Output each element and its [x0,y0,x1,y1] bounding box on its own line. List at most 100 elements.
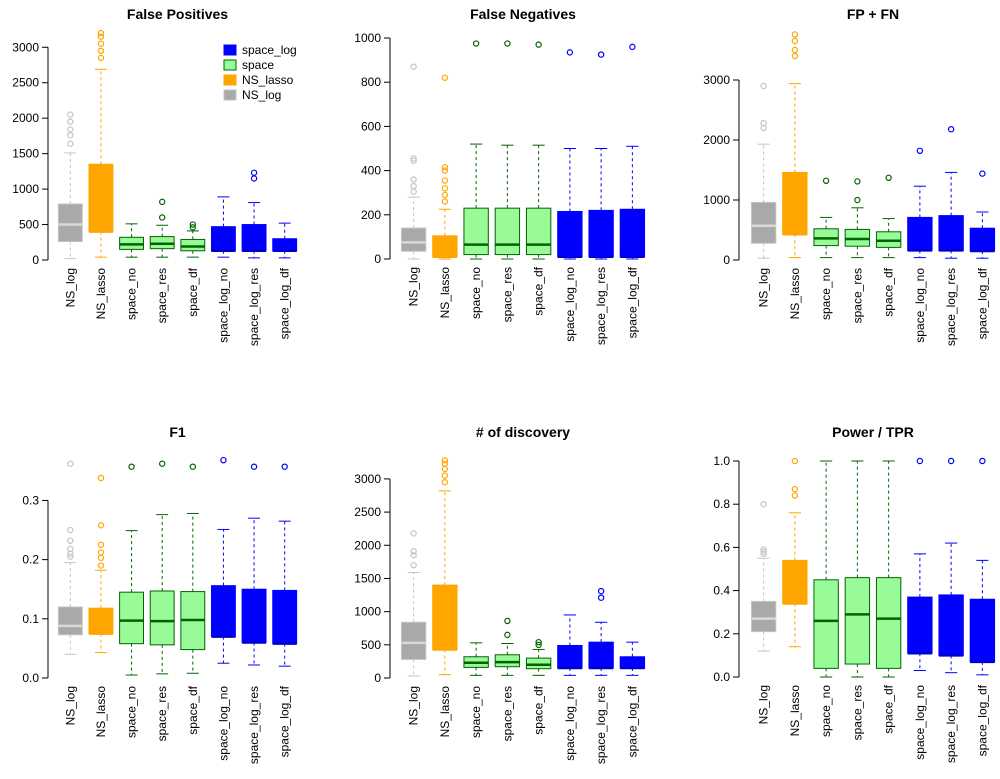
outlier-point [885,174,892,181]
x-category-label: space_log_res [594,686,608,764]
x-category-label: space_log_no [563,267,577,342]
outlier-point [97,33,105,40]
outlier-point [760,550,767,558]
outlier-point [441,164,449,171]
outlier-point [67,118,74,125]
y-tick-label: 2500 [12,76,39,90]
y-tick-label: 1.0 [713,454,730,468]
x-category-label: space_res [500,686,514,741]
box-space_df [525,638,552,676]
iqr-box [88,163,114,233]
outlier-point [67,526,74,534]
box-space_no [813,460,839,678]
legend-label: NS_log [242,88,281,102]
outlier-point [97,29,105,37]
box-space_log_no [210,456,236,664]
box-space_log_no [210,196,236,258]
outlier-point [158,460,166,467]
outlier-point [854,196,861,204]
y-tick-label: 2500 [354,505,381,519]
legend-label: space [242,58,274,72]
outlier-point [441,198,449,205]
chart-panel: FP + FN 0 1000 2000 3000 NS_log NS_lasso space_… [703,6,996,346]
x-category-label: NS_log [407,686,421,725]
box-space_df [875,174,902,259]
outlier-point [441,479,449,486]
outlier-point [535,638,542,646]
outlier-point [791,31,799,38]
y-tick-label: 0.6 [713,540,730,554]
box-space_no [463,40,489,260]
outlier-point [67,537,74,544]
y-tick-label: 0.2 [713,627,730,641]
box-space_no [813,177,839,259]
y-tick-label: 0.0 [22,671,39,685]
outlier-point [441,460,449,467]
iqr-box [210,585,236,638]
outlier-point [947,125,955,133]
iqr-box [119,591,145,645]
outlier-point [250,169,258,176]
x-category-label: space_df [882,267,896,316]
box-space_res [844,178,871,259]
iqr-box [57,606,83,636]
box-space_log_no [907,147,933,259]
legend-label: NS_lasso [242,73,294,87]
x-category-label: space_log_res [247,268,261,346]
y-tick-label: 600 [361,119,381,133]
box-space_log_no [907,457,933,672]
iqr-box [619,208,646,258]
box-space_df [875,460,902,678]
iqr-box [180,238,206,252]
chart-title: FP + FN [847,6,899,22]
outlier-point [791,46,799,54]
box-space_log_res [938,125,964,259]
outlier-point [760,82,767,90]
iqr-box [557,210,583,258]
x-category-label: space_df [882,684,896,733]
outlier-point [410,561,417,569]
box-NS_lasso [782,457,808,648]
x-category-label: space_df [532,266,546,315]
chart-panel: Power / TPR 0.0 0.2 0.4 0.6 0.8 1.0 NS_log NS_la… [713,424,996,763]
box-space_log_df [272,222,298,259]
iqr-box [432,235,458,258]
outlier-point [791,485,799,493]
chart-panel: F1 0.0 0.1 0.2 0.3 NS_log NS_lasso space_no spac… [22,424,298,764]
box-space_res [149,198,175,258]
y-tick-label: 1000 [354,605,381,619]
chart-title: F1 [169,424,186,440]
x-category-label: space_log_res [247,686,261,764]
legend-swatch [223,59,237,71]
box-space_df [525,41,552,260]
iqr-box [241,224,267,252]
iqr-box [272,589,298,645]
box-NS_log [400,530,427,677]
y-tick-label: 0 [374,671,381,685]
outlier-point [441,465,449,473]
box-NS_log [750,82,777,259]
outlier-point [854,178,861,185]
box-space_res [494,40,521,260]
chart-title: False Positives [127,6,228,22]
outlier-point [220,456,227,464]
outlier-point [629,43,636,51]
outlier-point [97,47,105,55]
x-category-label: space_log_df [975,684,989,756]
x-category-label: NS_lasso [788,685,802,737]
box-space_log_res [938,457,964,674]
outlier-point [916,457,924,465]
outlier-point [128,463,135,470]
iqr-box [875,577,902,669]
iqr-box [619,656,646,669]
outlier-point [410,552,417,559]
outlier-point [947,457,955,465]
outlier-point [791,52,799,60]
x-category-label: space_no [469,267,483,319]
box-NS_lasso [88,29,114,258]
outlier-point [97,554,105,562]
outlier-point [158,214,166,221]
x-category-label: space_res [500,267,514,322]
